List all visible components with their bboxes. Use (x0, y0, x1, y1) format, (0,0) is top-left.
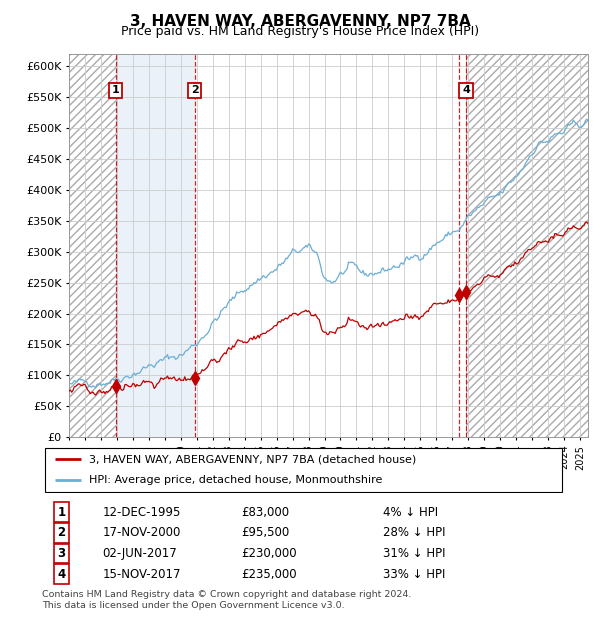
Text: Price paid vs. HM Land Registry's House Price Index (HPI): Price paid vs. HM Land Registry's House … (121, 25, 479, 38)
Text: 28% ↓ HPI: 28% ↓ HPI (383, 526, 446, 539)
Text: 2: 2 (191, 86, 199, 95)
Text: 31% ↓ HPI: 31% ↓ HPI (383, 547, 446, 560)
Bar (116, 54, 194, 437)
Text: 1: 1 (58, 506, 65, 519)
Text: 17-NOV-2000: 17-NOV-2000 (103, 526, 181, 539)
Text: 4: 4 (462, 86, 470, 95)
Text: 4% ↓ HPI: 4% ↓ HPI (383, 506, 439, 519)
Text: HPI: Average price, detached house, Monmouthshire: HPI: Average price, detached house, Monm… (89, 475, 383, 485)
Text: £235,000: £235,000 (241, 568, 297, 581)
Text: 15-NOV-2017: 15-NOV-2017 (103, 568, 181, 581)
FancyBboxPatch shape (44, 448, 562, 492)
Text: 3, HAVEN WAY, ABERGAVENNY, NP7 7BA: 3, HAVEN WAY, ABERGAVENNY, NP7 7BA (130, 14, 470, 29)
Text: £95,500: £95,500 (241, 526, 290, 539)
Text: Contains HM Land Registry data © Crown copyright and database right 2024.
This d: Contains HM Land Registry data © Crown c… (42, 590, 412, 609)
Text: 1: 1 (112, 86, 119, 95)
Text: 3, HAVEN WAY, ABERGAVENNY, NP7 7BA (detached house): 3, HAVEN WAY, ABERGAVENNY, NP7 7BA (deta… (89, 454, 416, 464)
Text: 12-DEC-1995: 12-DEC-1995 (103, 506, 181, 519)
Text: 02-JUN-2017: 02-JUN-2017 (103, 547, 177, 560)
Bar (466, 54, 588, 437)
Text: 33% ↓ HPI: 33% ↓ HPI (383, 568, 446, 581)
Text: £230,000: £230,000 (241, 547, 297, 560)
Text: £83,000: £83,000 (241, 506, 290, 519)
Bar (69, 54, 116, 437)
Text: 2: 2 (58, 526, 65, 539)
Text: 3: 3 (58, 547, 65, 560)
Text: 4: 4 (58, 568, 65, 581)
